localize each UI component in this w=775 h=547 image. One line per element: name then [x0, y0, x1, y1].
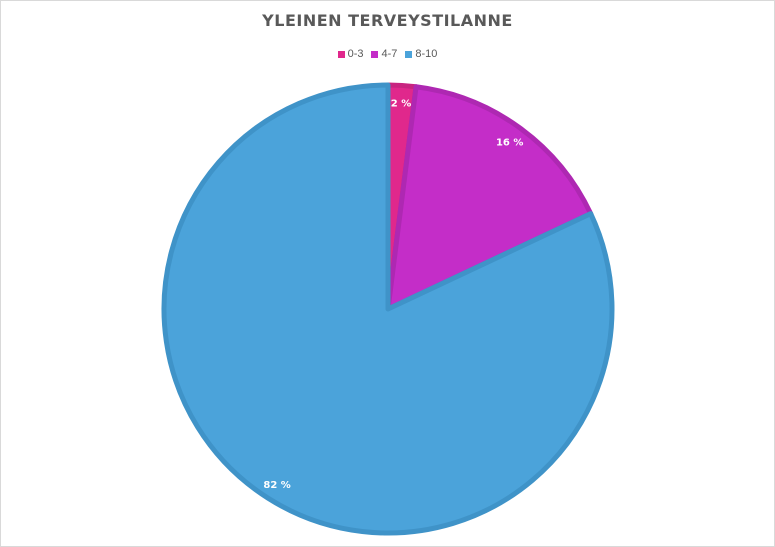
- legend-swatch: [405, 50, 413, 58]
- legend-swatch: [337, 50, 345, 58]
- legend-label: 4-7: [381, 48, 398, 60]
- legend-item-8-10: 8-10: [405, 48, 437, 60]
- data-label-0-3: 2 %: [391, 98, 411, 109]
- pie-slice-4-7: [385, 84, 594, 312]
- pie-slice-8-10: [161, 82, 615, 536]
- legend-item-4-7: 4-7: [371, 48, 397, 60]
- legend-item-0-3: 0-3: [337, 48, 364, 60]
- legend-label: 0-3: [347, 48, 364, 60]
- data-label-8-10: 82 %: [263, 480, 290, 491]
- data-label-4-7: 16 %: [496, 138, 523, 149]
- chart-title: YLEINEN TERVEYSTILANNE: [262, 11, 513, 30]
- legend: 0-3 4-7 8-10: [1, 48, 774, 60]
- legend-swatch: [371, 50, 379, 58]
- legend-label: 8-10: [415, 48, 438, 60]
